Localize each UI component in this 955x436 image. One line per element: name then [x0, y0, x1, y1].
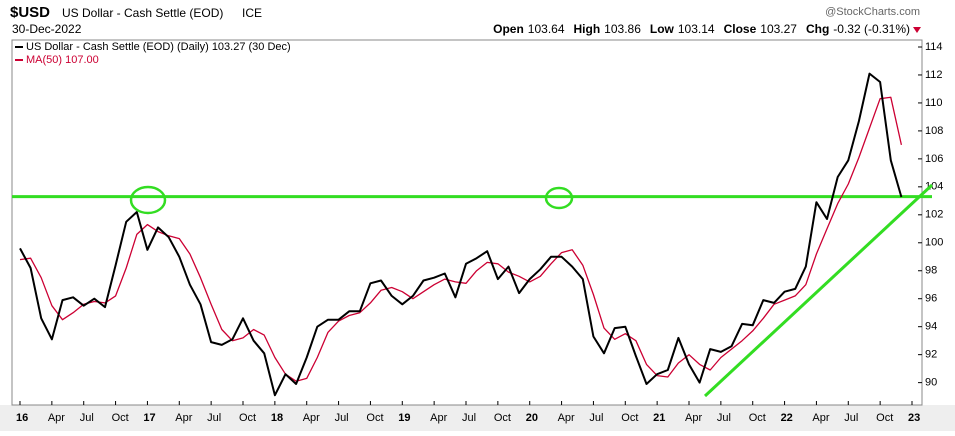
y-tick-label: 104: [925, 181, 943, 193]
y-tick-label: 110: [925, 97, 943, 109]
down-arrow: [913, 27, 921, 33]
instrument-name: US Dollar - Cash Settle (EOD): [62, 6, 223, 20]
x-tick-label: Apr: [175, 412, 192, 424]
x-tick-label: Oct: [749, 412, 766, 424]
highlight-circle: [129, 185, 167, 215]
x-tick-label: 22: [781, 412, 793, 424]
y-tick-label: 100: [925, 237, 943, 249]
legend-label: US Dollar - Cash Settle (EOD) (Daily) 10…: [26, 41, 291, 53]
x-tick-label: Oct: [112, 412, 129, 424]
x-tick-label: Oct: [876, 412, 893, 424]
highlight-circle: [544, 186, 574, 210]
x-tick-label: 18: [271, 412, 283, 424]
y-tick-label: 106: [925, 153, 943, 165]
x-tick-label: Jul: [717, 412, 731, 424]
exchange: ICE: [242, 6, 262, 20]
source: @StockCharts.com: [825, 6, 920, 18]
quote-label: Open: [493, 22, 524, 36]
x-tick-label: 21: [653, 412, 665, 424]
quote: Open 103.64 High 103.86 Low 103.14 Close 103.27…: [493, 22, 910, 36]
date: 30-Dec-2022: [12, 22, 82, 36]
series-line: [19, 72, 903, 397]
quote-value: 103.14: [678, 22, 715, 36]
x-tick-label: Oct: [494, 412, 511, 424]
quote-value: -0.32 (-0.31%): [833, 22, 910, 36]
quote-label: Close: [724, 22, 757, 36]
x-tick-label: Jul: [335, 412, 349, 424]
x-tick-label: Apr: [558, 412, 575, 424]
y-tick-label: 114: [925, 41, 943, 53]
x-tick-label: Jul: [207, 412, 221, 424]
y-tick-label: 112: [925, 69, 943, 81]
quote-label: Low: [650, 22, 675, 36]
x-tick-label: Oct: [621, 412, 638, 424]
x-tick-label: 17: [143, 412, 155, 424]
quote-value: 103.86: [604, 22, 641, 36]
y-tick-label: 94: [925, 321, 937, 333]
y-tick-label: 90: [925, 377, 937, 389]
x-tick-label: Oct: [366, 412, 383, 424]
y-tick-label: 92: [925, 349, 937, 361]
quote-value: 103.64: [528, 22, 565, 36]
quote-label: Chg: [806, 22, 829, 36]
x-tick-label: Jul: [462, 412, 476, 424]
x-tick-label: Apr: [303, 412, 320, 424]
symbol: $USD: [10, 4, 50, 21]
x-tick-label: Jul: [80, 412, 94, 424]
x-tick-label: 23: [908, 412, 920, 424]
x-tick-label: Jul: [844, 412, 858, 424]
y-tick-label: 98: [925, 265, 937, 277]
x-tick-label: Jul: [589, 412, 603, 424]
y-tick-label: 102: [925, 209, 943, 221]
x-tick-label: 19: [398, 412, 410, 424]
x-tick-label: Oct: [239, 412, 256, 424]
trend-line: [703, 183, 934, 398]
quote-text: Open 103.64 High 103.86 Low 103.14 Close 103.27…: [493, 22, 910, 36]
x-tick-label: 16: [16, 412, 28, 424]
y-tick-label: 108: [925, 125, 943, 137]
x-axis-strip: [0, 405, 955, 431]
y-tick-label: 96: [925, 293, 937, 305]
x-tick-label: 20: [526, 412, 538, 424]
quote-label: High: [574, 22, 601, 36]
x-tick-label: Apr: [48, 412, 65, 424]
x-tick-label: Apr: [685, 412, 702, 424]
x-tick-label: Apr: [812, 412, 829, 424]
quote-value: 103.27: [760, 22, 797, 36]
x-tick-label: Apr: [430, 412, 447, 424]
plot-frame: [11, 39, 923, 406]
legend-label: MA(50) 107.00: [26, 54, 99, 66]
